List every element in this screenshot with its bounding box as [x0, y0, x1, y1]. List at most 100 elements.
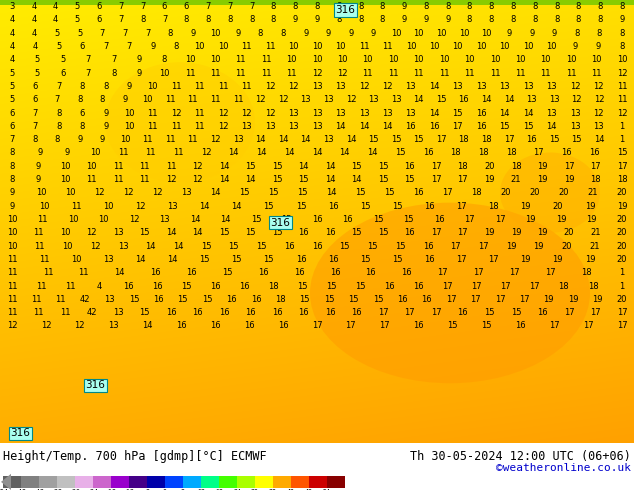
Text: 7: 7 — [33, 122, 38, 131]
Text: 15: 15 — [484, 308, 495, 317]
Text: 16: 16 — [325, 228, 335, 237]
Text: 8: 8 — [358, 2, 363, 11]
Text: 17: 17 — [590, 162, 601, 171]
Text: 14: 14 — [504, 95, 514, 104]
Text: 10: 10 — [429, 42, 439, 51]
Text: 15: 15 — [139, 308, 150, 317]
Text: 316: 316 — [85, 380, 105, 390]
Text: 8: 8 — [467, 2, 472, 11]
Text: 16: 16 — [515, 321, 526, 330]
Bar — [129, 476, 147, 488]
Text: 9: 9 — [303, 29, 308, 38]
Text: 7: 7 — [111, 55, 117, 64]
Text: 13: 13 — [476, 82, 486, 91]
Text: 9: 9 — [127, 82, 132, 91]
Text: 4: 4 — [10, 16, 15, 24]
Text: -24: -24 — [87, 489, 99, 490]
Text: 9: 9 — [103, 109, 108, 118]
Text: 4: 4 — [33, 42, 38, 51]
Text: 14: 14 — [199, 202, 210, 211]
Text: 8: 8 — [140, 16, 145, 24]
Text: 10: 10 — [159, 69, 170, 78]
Text: 16: 16 — [424, 202, 435, 211]
Text: 15: 15 — [245, 228, 256, 237]
Text: Th 30-05-2024 12:00 UTC (06+06): Th 30-05-2024 12:00 UTC (06+06) — [410, 449, 631, 463]
Text: 9: 9 — [150, 42, 155, 51]
Text: 11: 11 — [56, 295, 66, 304]
Text: 16: 16 — [284, 242, 295, 250]
Text: 8: 8 — [271, 16, 276, 24]
Text: 16: 16 — [351, 308, 362, 317]
Text: 13: 13 — [335, 82, 346, 91]
Text: 12: 12 — [242, 109, 252, 118]
Text: 10: 10 — [124, 122, 134, 131]
Text: 7: 7 — [249, 2, 254, 11]
Text: 5: 5 — [10, 95, 15, 104]
Text: 4: 4 — [31, 16, 36, 24]
Text: -48: -48 — [15, 489, 27, 490]
Text: 10: 10 — [439, 55, 450, 64]
Text: 12: 12 — [7, 321, 17, 330]
Text: 1: 1 — [619, 268, 624, 277]
Text: 42: 42 — [86, 308, 97, 317]
Text: 16: 16 — [226, 295, 237, 304]
Text: 12: 12 — [152, 188, 162, 197]
Text: 11: 11 — [188, 95, 198, 104]
Text: 13: 13 — [312, 82, 322, 91]
Text: 14: 14 — [284, 148, 295, 157]
Text: 10: 10 — [515, 55, 526, 64]
Text: -38: -38 — [51, 489, 63, 490]
Text: 11: 11 — [195, 122, 205, 131]
Text: 16: 16 — [312, 215, 322, 224]
Text: 14: 14 — [547, 122, 557, 131]
Text: 9: 9 — [65, 148, 70, 157]
Text: 8: 8 — [619, 42, 624, 51]
Text: 17: 17 — [504, 135, 514, 144]
Text: 10: 10 — [210, 55, 221, 64]
Text: 14: 14 — [114, 268, 125, 277]
Text: 13: 13 — [312, 122, 322, 131]
Text: 9: 9 — [371, 29, 376, 38]
Text: 21: 21 — [510, 175, 521, 184]
Text: 17: 17 — [464, 215, 475, 224]
Text: 42: 42 — [80, 295, 91, 304]
Text: 20: 20 — [617, 242, 627, 250]
Text: 15: 15 — [453, 109, 463, 118]
Text: 13: 13 — [549, 95, 560, 104]
Text: 16: 16 — [210, 321, 221, 330]
Text: 15: 15 — [201, 242, 211, 250]
Ellipse shape — [310, 203, 590, 383]
Text: 8: 8 — [619, 2, 624, 11]
Text: 14: 14 — [351, 175, 362, 184]
Text: 10: 10 — [36, 188, 46, 197]
Text: 11: 11 — [242, 42, 252, 51]
Text: 10: 10 — [124, 109, 134, 118]
Ellipse shape — [500, 152, 600, 233]
Text: 14: 14 — [413, 95, 424, 104]
Text: 4: 4 — [96, 282, 102, 291]
Text: 8: 8 — [445, 2, 450, 11]
Text: 11: 11 — [33, 308, 44, 317]
Text: 10: 10 — [218, 42, 228, 51]
Text: 18: 18 — [450, 148, 461, 157]
Text: 6: 6 — [96, 16, 102, 24]
Text: 14: 14 — [481, 95, 492, 104]
Text: 15: 15 — [395, 148, 405, 157]
Text: 13: 13 — [233, 135, 243, 144]
Text: 16: 16 — [299, 308, 309, 317]
Text: 4: 4 — [53, 2, 58, 11]
Text: -54: -54 — [0, 489, 9, 490]
Text: 5: 5 — [55, 29, 60, 38]
Text: 11: 11 — [188, 135, 198, 144]
Text: 4: 4 — [10, 42, 15, 51]
Text: 7: 7 — [127, 42, 132, 51]
Text: 8: 8 — [162, 55, 167, 64]
Text: 1: 1 — [619, 122, 624, 131]
Text: 17: 17 — [617, 308, 627, 317]
Text: 15: 15 — [299, 295, 310, 304]
Text: 13: 13 — [167, 202, 178, 211]
Text: 15: 15 — [413, 135, 424, 144]
Text: 9: 9 — [10, 188, 15, 197]
Text: 5: 5 — [75, 2, 80, 11]
Text: 14: 14 — [210, 188, 221, 197]
